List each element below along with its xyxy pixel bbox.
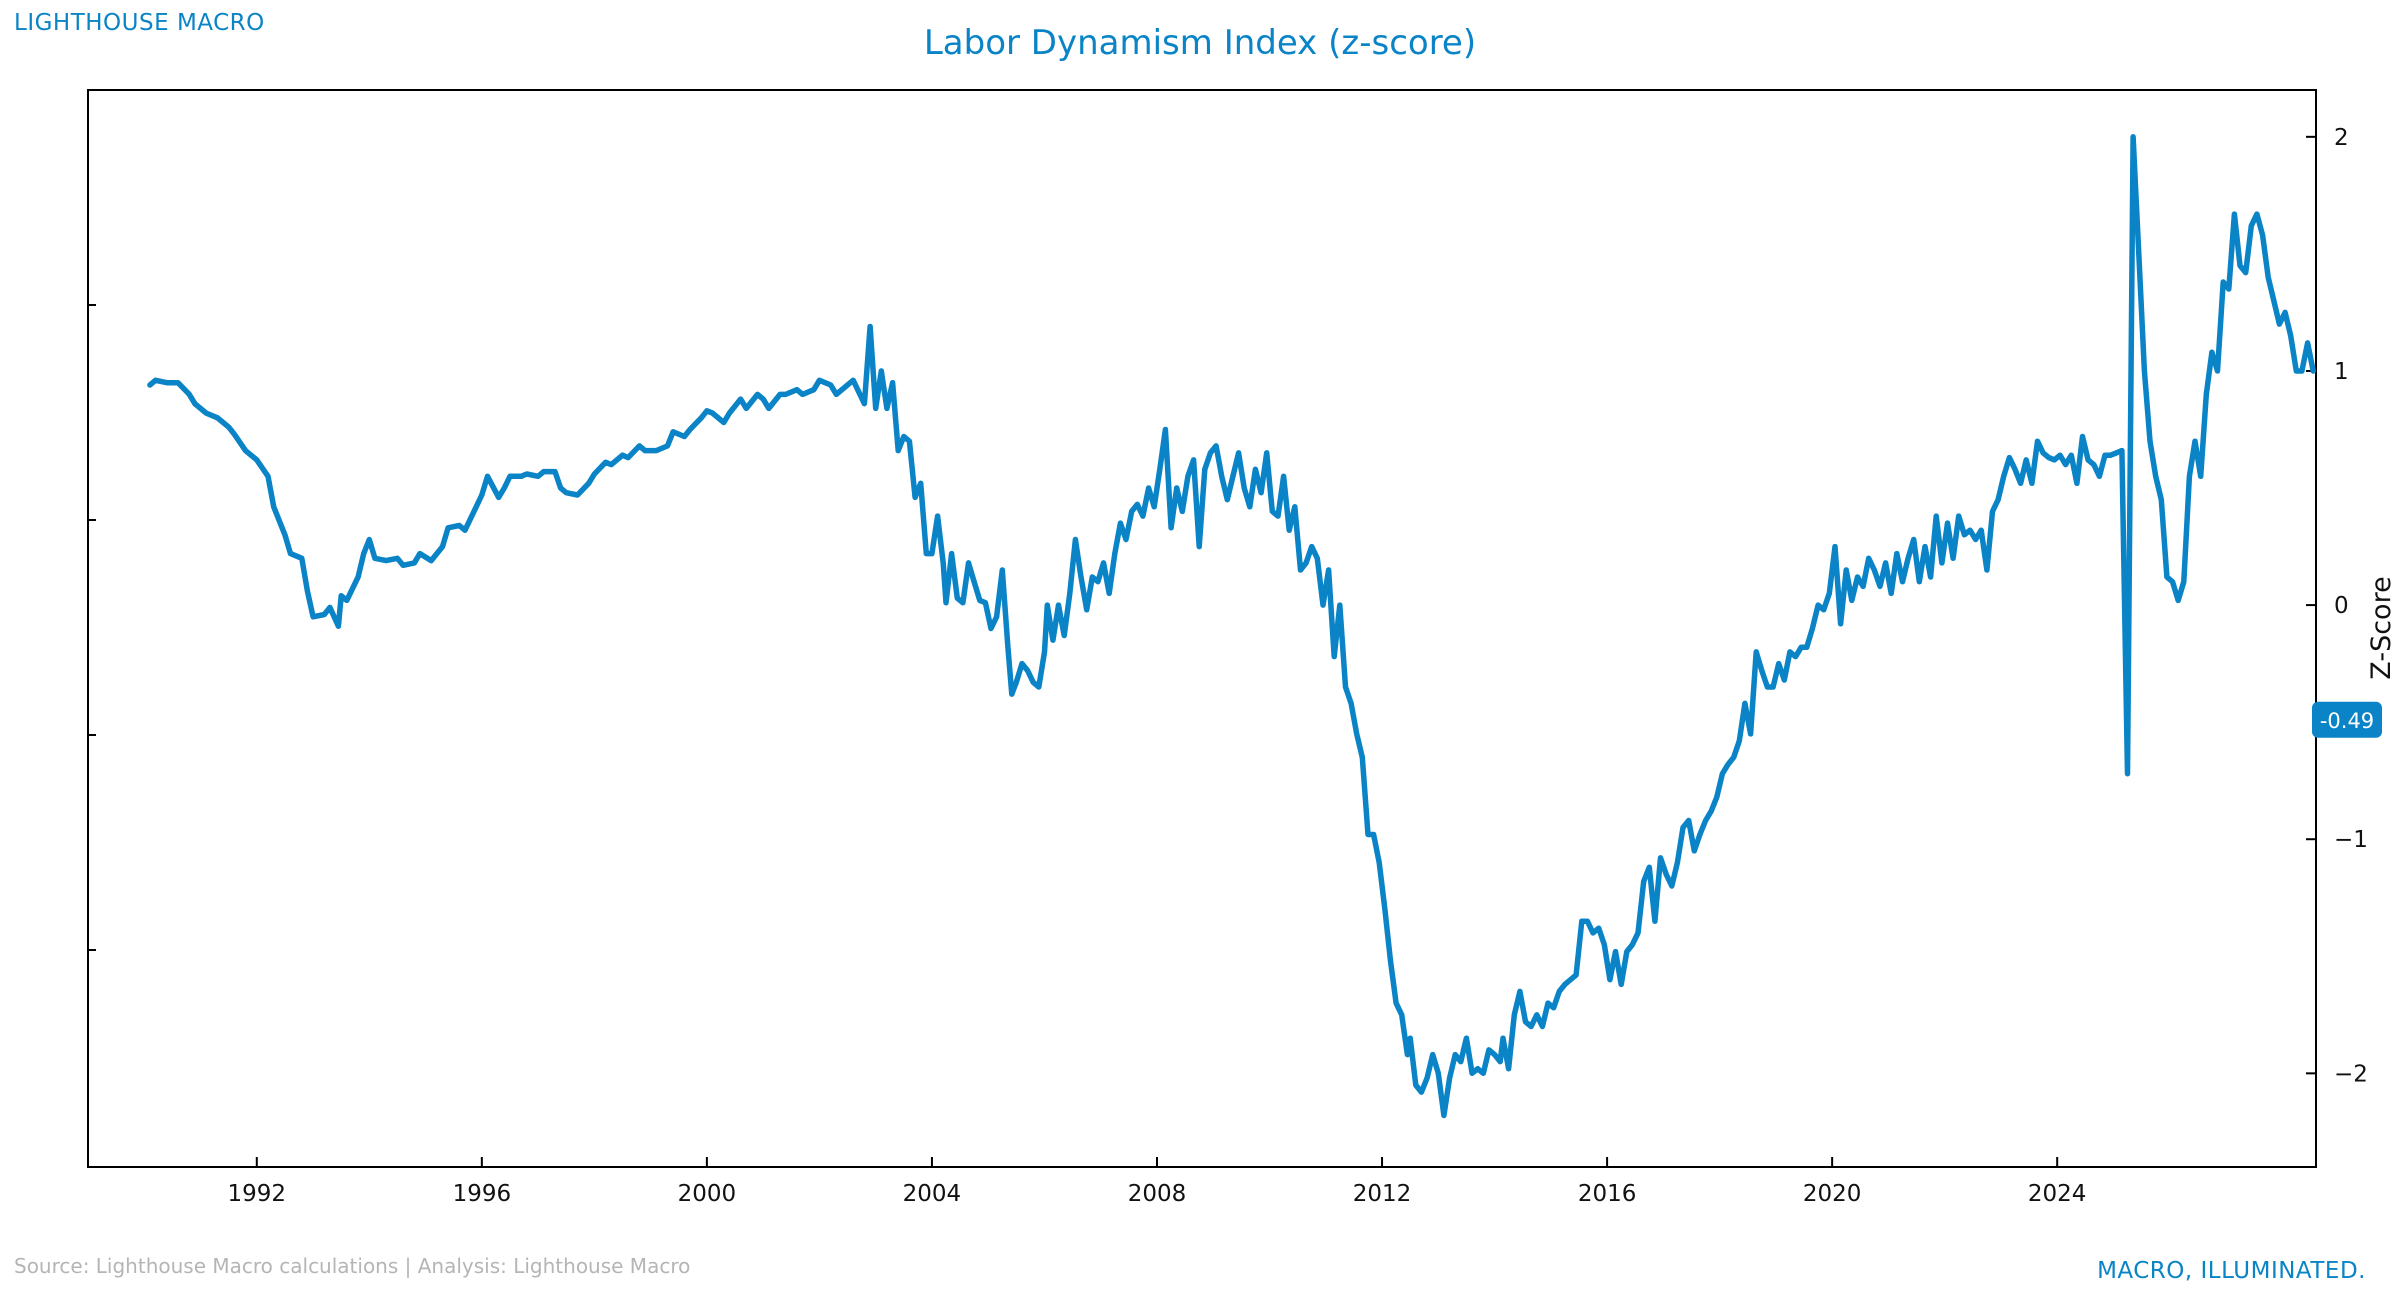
tagline: MACRO, ILLUMINATED. (2097, 1258, 2366, 1284)
x-tick-label: 1992 (228, 1181, 287, 1207)
x-tick-label: 2024 (2028, 1181, 2087, 1207)
y-tick-label: −1 (2334, 827, 2368, 853)
last-value-label: -0.49 (2320, 709, 2374, 733)
x-tick-label: 2000 (678, 1181, 737, 1207)
brand-logo-text: LIGHTHOUSE MACRO (14, 10, 265, 36)
x-axis: 1992 1996 2000 2004 2008 2012 2016 2020 2024 (228, 1157, 2087, 1207)
x-tick-label: 2008 (1128, 1181, 1187, 1207)
left-axis-ticks (88, 304, 96, 951)
y-tick-label: 0 (2334, 593, 2349, 619)
x-tick-label: 2012 (1353, 1181, 1412, 1207)
y-tick-label: −2 (2334, 1061, 2368, 1087)
x-tick-label: 2016 (1578, 1181, 1637, 1207)
x-tick-label: 2004 (903, 1181, 962, 1207)
chart-title: Labor Dynamism Index (z-score) (924, 23, 1476, 63)
x-tick-label: 1996 (453, 1181, 512, 1207)
y-tick-label: 1 (2334, 359, 2349, 385)
y-axis-label: Z-Score (2366, 576, 2397, 679)
x-tick-label: 2020 (1803, 1181, 1862, 1207)
plot-frame (87, 89, 2317, 1168)
source-note: Source: Lighthouse Macro calculations | … (14, 1254, 691, 1278)
series-layer (147, 134, 2316, 1119)
series-line-0 (147, 134, 2316, 1119)
last-value-badge-bg (2312, 701, 2382, 738)
last-value-badge: -0.49 (2312, 701, 2382, 738)
y-tick-label: 2 (2334, 125, 2349, 151)
